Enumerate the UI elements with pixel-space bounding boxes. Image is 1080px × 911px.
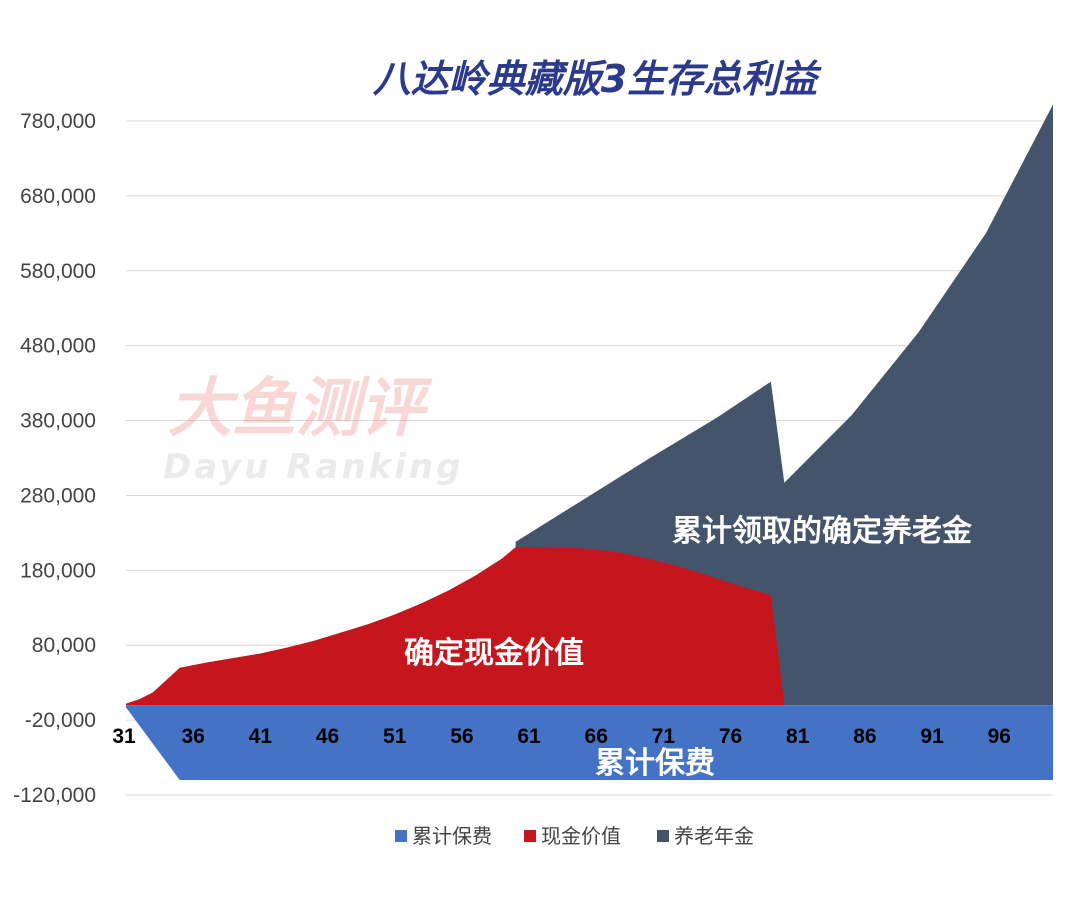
- y-tick-label: 680,000: [20, 185, 96, 208]
- chart-title: 八达岭典藏版3生存总利益: [373, 57, 822, 101]
- chart-areas: [126, 104, 1053, 781]
- x-tick-label: 96: [988, 725, 1011, 748]
- x-tick-label: 66: [585, 725, 608, 748]
- y-tick-label: 180,000: [20, 559, 96, 582]
- x-tick-label: 76: [719, 725, 742, 748]
- y-tick-label: -20,000: [25, 709, 96, 732]
- y-tick-label: 480,000: [20, 335, 96, 358]
- premium-area-label: 累计保费: [595, 746, 715, 781]
- chart-legend: 累计保费 现金价值 养老年金: [395, 824, 754, 848]
- x-tick-label: 56: [450, 725, 473, 748]
- y-tick-label: 280,000: [20, 484, 96, 507]
- legend-label: 养老年金: [674, 824, 754, 848]
- pension-area-label: 累计领取的确定养老金: [672, 514, 973, 549]
- x-tick-label: 41: [249, 725, 273, 748]
- cash-value-area: [126, 547, 785, 706]
- legend-swatch: [657, 830, 669, 842]
- legend-label: 累计保费: [412, 824, 492, 848]
- legend-swatch: [395, 830, 407, 842]
- watermark-logo-en: Dayu Ranking: [163, 447, 463, 487]
- x-tick-label: 81: [786, 725, 810, 748]
- y-tick-label: 780,000: [20, 110, 96, 133]
- y-tick-label: 380,000: [20, 410, 96, 433]
- y-tick-label: -120,000: [13, 784, 96, 807]
- y-tick-label: 80,000: [32, 634, 96, 657]
- x-tick-label: 86: [853, 725, 876, 748]
- x-tick-label: 31: [112, 725, 136, 748]
- x-tick-label: 71: [652, 725, 676, 748]
- x-tick-label: 91: [920, 725, 944, 748]
- legend-swatch: [524, 830, 536, 842]
- premium-area: [126, 705, 1053, 781]
- watermark: 大鱼测评 Dayu Ranking: [163, 372, 463, 487]
- x-tick-label: 36: [181, 725, 204, 748]
- cash-value-area-label: 确定现金价值: [404, 636, 584, 671]
- y-axis-tick-labels: -120,000 -20,000 80,000 180,000 280,000 380,0…: [13, 110, 96, 807]
- x-tick-label: 61: [517, 725, 541, 748]
- x-tick-label: 51: [383, 725, 407, 748]
- watermark-logo-cn: 大鱼测评: [168, 372, 433, 446]
- pension-area: [515, 104, 1053, 706]
- x-tick-label: 46: [316, 725, 339, 748]
- x-axis-tick-labels: 31 36 41 46 51 56 61 66 71 76 81 86 91 96: [112, 725, 1011, 748]
- legend-label: 现金价值: [541, 824, 621, 848]
- y-tick-label: 580,000: [20, 260, 96, 283]
